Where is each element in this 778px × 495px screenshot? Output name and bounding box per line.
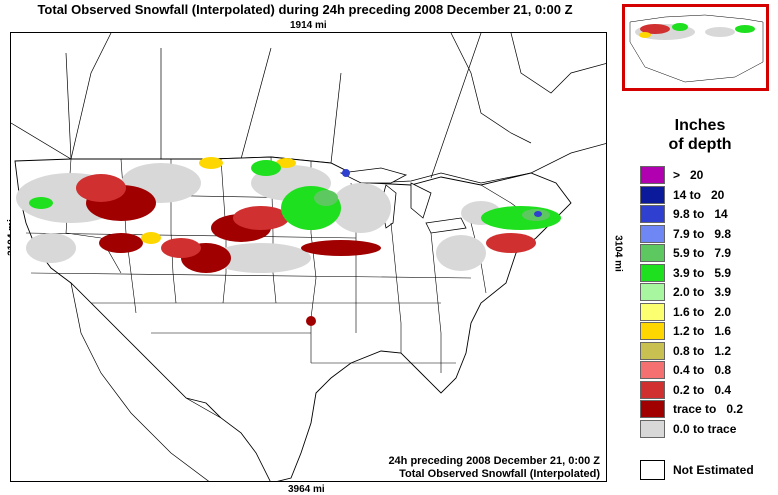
legend-swatch: [640, 361, 665, 379]
legend-label: trace to 0.2: [673, 402, 744, 416]
legend-swatch: [640, 186, 665, 204]
legend-row: 9.8 to 14: [640, 205, 775, 224]
legend-swatch: [640, 400, 665, 418]
legend-label: 5.9 to 7.9: [673, 246, 732, 260]
legend-swatch: [640, 381, 665, 399]
legend-swatch: [640, 264, 665, 282]
snow-yellow-areas: [141, 157, 296, 244]
snowfall-map[interactable]: 24h preceding 2008 December 21, 0:00 Z T…: [10, 32, 607, 482]
legend-swatch: [640, 322, 665, 340]
legend-swatch: [640, 283, 665, 301]
legend-row: 2.0 to 3.9: [640, 283, 775, 302]
legend-label: 0.2 to 0.4: [673, 383, 732, 397]
right-distance-label: 3104 mi: [612, 235, 624, 272]
top-distance-label: 1914 mi: [290, 20, 327, 31]
map-svg: [11, 33, 606, 481]
mexico-land: [70, 281, 271, 481]
legend-label: 0.8 to 1.2: [673, 344, 732, 358]
map-caption-date: 24h preceding 2008 December 21, 0:00 Z: [388, 455, 600, 467]
state-lines: [18, 156, 552, 373]
legend-label: 0.4 to 0.8: [673, 363, 732, 377]
legend-row: 0.8 to 1.2: [640, 342, 775, 361]
map-title: Total Observed Snowfall (Interpolated) d…: [37, 2, 573, 17]
legend-swatch: [640, 205, 665, 223]
not-estimated-swatch: [640, 460, 665, 480]
legend-row: > 20: [640, 166, 775, 185]
map-caption-product: Total Observed Snowfall (Interpolated): [399, 468, 600, 480]
legend-row: 7.9 to 9.8: [640, 225, 775, 244]
legend-label: 2.0 to 3.9: [673, 285, 732, 299]
legend-swatch: [640, 342, 665, 360]
legend-row: 0.4 to 0.8: [640, 361, 775, 380]
not-estimated-key: Not Estimated: [640, 460, 754, 485]
bottom-distance-label: 3964 mi: [288, 484, 325, 495]
legend-swatch: [640, 420, 665, 438]
legend-label: 1.6 to 2.0: [673, 305, 732, 319]
legend-row: 5.9 to 7.9: [640, 244, 775, 263]
legend-label: 9.8 to 14: [673, 207, 728, 221]
snow-very-heavy-areas: [342, 169, 542, 217]
legend-title-line2: of depth: [668, 136, 732, 153]
snow-moderate-areas: [76, 174, 536, 258]
legend-row: 1.2 to 1.6: [640, 322, 775, 341]
overview-minimap[interactable]: [622, 4, 769, 91]
minimap-svg: [629, 14, 764, 83]
legend-label: > 20: [673, 168, 704, 182]
legend-label: 3.9 to 5.9: [673, 266, 732, 280]
legend-swatch: [640, 225, 665, 243]
legend-swatch: [640, 166, 665, 184]
legend-row: trace to 0.2: [640, 400, 775, 419]
legend-swatch: [640, 303, 665, 321]
legend-label: 0.0 to trace: [673, 422, 737, 436]
legend-title-line1: Inches: [674, 117, 726, 134]
legend-row: 3.9 to 5.9: [640, 264, 775, 283]
legend-row: 0.2 to 0.4: [640, 381, 775, 400]
legend-row: 0.0 to trace: [640, 420, 775, 439]
legend-label: 7.9 to 9.8: [673, 227, 732, 241]
legend-row: 1.6 to 2.0: [640, 303, 775, 322]
legend-row: 14 to 20: [640, 186, 775, 205]
legend-swatch: [640, 244, 665, 262]
legend-title: Inches of depth: [640, 116, 760, 154]
not-estimated-label: Not Estimated: [673, 463, 754, 477]
legend-label: 14 to 20: [673, 188, 725, 202]
legend-label: 1.2 to 1.6: [673, 324, 732, 338]
